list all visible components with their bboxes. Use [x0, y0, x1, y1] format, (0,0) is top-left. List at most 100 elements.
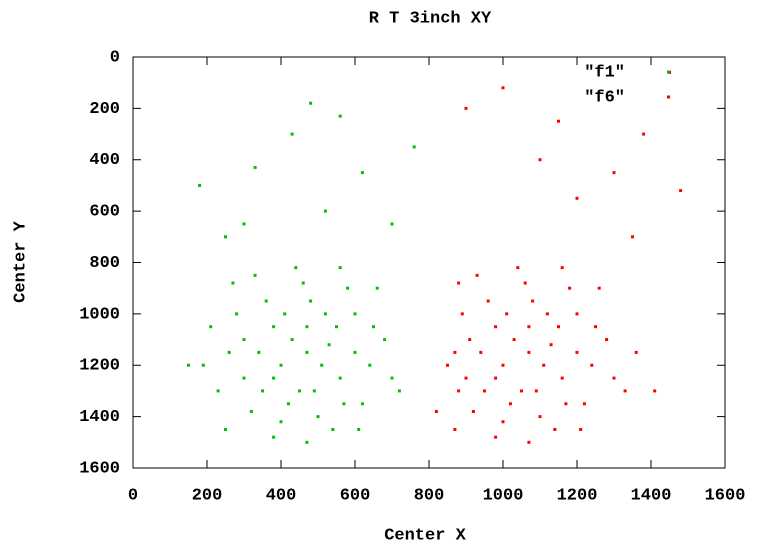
y-tick-label: 800 [89, 254, 120, 273]
point [631, 235, 634, 239]
point [397, 389, 401, 393]
point [298, 389, 301, 393]
legend-marker [667, 95, 670, 99]
point [338, 266, 342, 270]
point [501, 363, 505, 367]
point [224, 235, 227, 239]
chart-title: R T 3inch XY [369, 9, 492, 28]
point [338, 114, 342, 118]
point [560, 266, 564, 270]
x-tick-label: 1200 [557, 486, 598, 505]
point [523, 281, 527, 285]
point [575, 196, 579, 200]
point [464, 376, 468, 380]
point [279, 363, 283, 367]
point [390, 376, 394, 380]
point [568, 286, 572, 290]
legend-marker [667, 70, 670, 74]
point [579, 427, 583, 431]
point [290, 132, 294, 136]
point [272, 435, 276, 439]
point [494, 376, 498, 380]
point [501, 86, 505, 90]
point [294, 266, 298, 270]
legend-label: "f1" [584, 63, 625, 82]
point [527, 325, 531, 329]
point [346, 286, 350, 290]
point [494, 325, 498, 329]
x-tick-label: 200 [192, 486, 223, 505]
point [231, 281, 235, 285]
point [286, 402, 290, 406]
point [460, 312, 464, 316]
point [453, 427, 457, 431]
point [383, 338, 387, 342]
point [272, 376, 276, 380]
point [316, 415, 320, 419]
point [486, 299, 490, 303]
point [501, 420, 505, 424]
point [483, 389, 486, 393]
x-tick-label: 600 [340, 486, 371, 505]
point [242, 338, 246, 342]
y-axis-label: Center Y [11, 220, 30, 302]
point [531, 299, 535, 303]
point [242, 376, 246, 380]
point [457, 389, 461, 393]
point [305, 350, 309, 354]
point [253, 273, 257, 277]
point [468, 338, 472, 342]
point [538, 415, 542, 419]
point [612, 171, 616, 175]
point [557, 325, 560, 329]
point [453, 350, 457, 354]
x-axis-label: Center X [384, 526, 466, 545]
point [242, 222, 246, 226]
plot-border [132, 56, 726, 469]
point [549, 343, 553, 347]
point [327, 343, 331, 347]
point [201, 363, 205, 367]
point [612, 376, 616, 380]
point [305, 440, 309, 444]
point [534, 389, 538, 393]
x-tick-label: 1400 [631, 486, 672, 505]
x-tick-label: 800 [414, 486, 445, 505]
point [283, 312, 287, 316]
point [323, 312, 327, 316]
point [309, 299, 313, 303]
point [353, 350, 357, 354]
point [557, 119, 560, 123]
point [264, 299, 268, 303]
point [505, 312, 509, 316]
point [520, 389, 523, 393]
y-tick-label: 1400 [79, 408, 120, 427]
point [590, 363, 594, 367]
y-tick-label: 1200 [79, 357, 120, 376]
point [575, 350, 579, 354]
point [512, 338, 516, 342]
point [564, 402, 568, 406]
point [249, 409, 253, 413]
point [360, 402, 364, 406]
point [560, 376, 564, 380]
point [479, 350, 483, 354]
point [679, 189, 683, 193]
point [553, 427, 557, 431]
point [227, 350, 231, 354]
y-tick-label: 1600 [79, 459, 120, 478]
point [305, 325, 309, 329]
point [372, 325, 375, 329]
point [575, 312, 579, 316]
point [412, 145, 416, 149]
point [542, 363, 546, 367]
point [338, 376, 342, 380]
point [582, 402, 586, 406]
point [357, 427, 361, 431]
point [261, 389, 264, 393]
point [494, 435, 498, 439]
point [224, 427, 227, 431]
point [331, 427, 335, 431]
